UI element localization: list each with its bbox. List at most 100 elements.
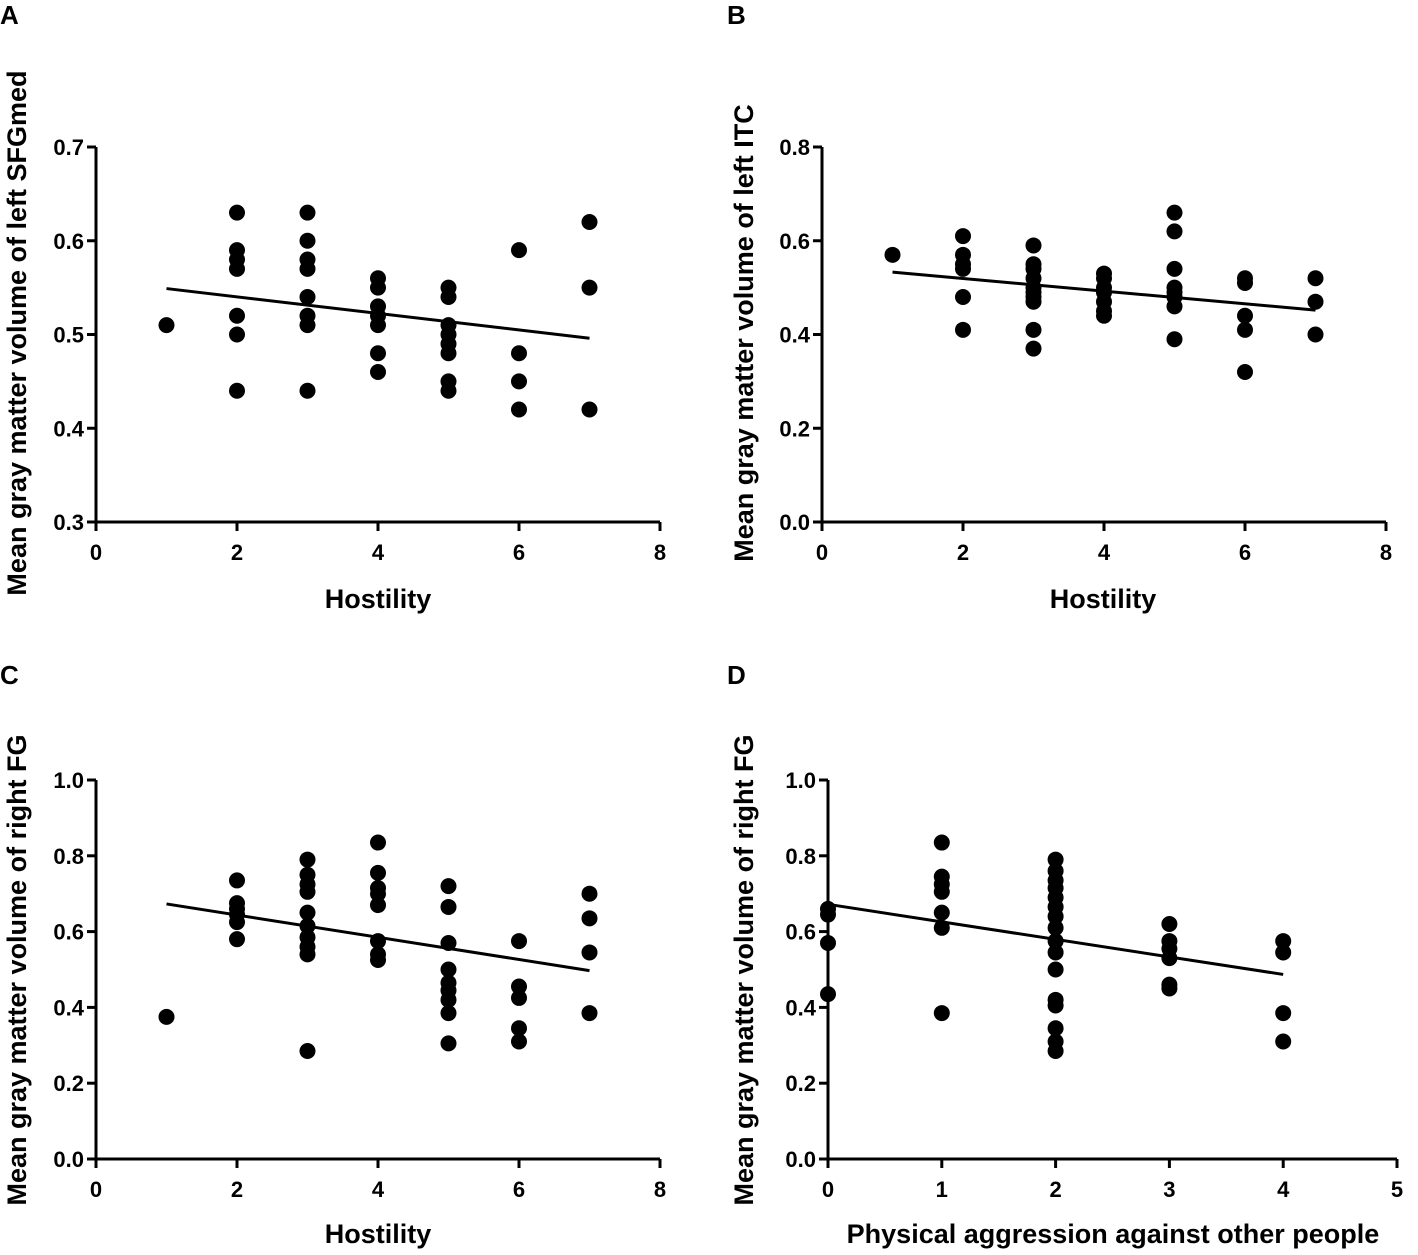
panel-a-data-point	[440, 345, 457, 362]
panel-c-data-point	[299, 883, 316, 900]
panel-d: D Mean gray matter volume of right FG Ph…	[727, 660, 1403, 1249]
panel-a-data-point	[511, 242, 527, 259]
panel-a-data-point	[440, 289, 457, 305]
panel-c-y-tick-label: 1.0	[53, 768, 84, 793]
panel-b-x-tick-label: 0	[816, 540, 828, 565]
panel-d-y-tick-label: 0.4	[785, 995, 816, 1020]
panel-d-data-point	[1047, 961, 1064, 978]
panel-d-data-point	[933, 919, 950, 936]
panel-b-y-axis-title: Mean gray matter volume of left ITC	[729, 104, 759, 562]
panel-d-y-tick-label: 0.6	[785, 920, 816, 945]
panel-a-data-point	[370, 317, 386, 334]
panel-letter-c: C	[0, 660, 19, 690]
panel-d-data-point	[820, 986, 836, 1003]
panel-a-x-tick-label: 0	[90, 540, 102, 565]
panel-b-data-point	[1166, 331, 1183, 348]
panel-a-data-point	[229, 307, 245, 324]
panel-a-data-point	[581, 214, 598, 230]
panel-d-data-point	[1161, 950, 1178, 967]
panel-b-y-tick-label: 0.0	[779, 510, 810, 535]
panel-c-x-tick-label: 2	[231, 1177, 243, 1202]
panel-a-data-point	[299, 260, 316, 277]
panel-a-data-point	[158, 317, 175, 334]
panel-b-data-point	[955, 321, 971, 338]
panel-c-x-axis-title: Hostility	[325, 1219, 432, 1249]
panel-d-data-point	[933, 834, 950, 851]
panel-c: C Mean gray matter volume of right FG Ho…	[0, 660, 666, 1249]
panel-b-data-point	[1166, 260, 1183, 277]
panel-b-data-point	[884, 246, 901, 263]
panel-a-data-point	[299, 289, 316, 305]
panel-a-x-axis-title: Hostility	[325, 584, 432, 614]
panel-d-data-point	[1275, 944, 1292, 961]
panel-a-data-point	[229, 382, 245, 399]
panel-a-data-point	[299, 204, 316, 221]
panel-letter-b: B	[727, 0, 746, 30]
panel-a: A Mean gray matter volume of left SFGmed…	[0, 0, 666, 614]
panel-b-data-point	[1025, 340, 1042, 357]
panel-c-data-point	[370, 864, 386, 881]
panel-b-x-axis-title: Hostility	[1050, 584, 1157, 614]
panel-d-data-point	[1047, 908, 1064, 925]
panel-a-x-tick-label: 8	[654, 540, 666, 565]
panel-a-y-tick-label: 0.6	[53, 229, 84, 254]
panel-c-data-point	[299, 904, 316, 921]
panel-c-data-point	[370, 952, 386, 969]
panel-c-data-point	[299, 851, 316, 868]
panel-b-data-point	[1025, 321, 1042, 338]
panel-c-y-tick-label: 0.2	[53, 1071, 84, 1096]
panel-b-data-point	[1096, 307, 1112, 324]
panel-d-data-point	[1275, 933, 1292, 950]
panel-c-y-tick-label: 0.6	[53, 920, 84, 945]
panel-c-x-tick-label: 4	[372, 1177, 385, 1202]
panel-b-x-tick-label: 2	[957, 540, 969, 565]
panel-d-data-point	[933, 883, 950, 900]
panel-a-y-axis-title: Mean gray matter volume of left SFGmed	[2, 70, 32, 595]
panel-c-data-point	[511, 933, 527, 950]
panel-c-data-point	[370, 834, 386, 851]
panel-c-y-axis-title: Mean gray matter volume of right FG	[2, 734, 32, 1205]
panel-b-data-point	[1307, 293, 1324, 310]
panel-d-data-point	[1047, 933, 1064, 950]
panel-d-data-point	[1047, 851, 1064, 868]
panel-letter-d: D	[727, 660, 746, 690]
panel-c-data-point	[511, 1020, 527, 1037]
panel-b-x-tick-label: 4	[1098, 540, 1111, 565]
panel-b-y-tick-label: 0.6	[779, 229, 810, 254]
panel-c-data-point	[511, 1033, 527, 1050]
panel-a-data-point	[440, 382, 457, 399]
panel-a-y-tick-label: 0.5	[53, 323, 84, 348]
panel-a-data-point	[299, 382, 316, 399]
panel-a-y-tick-label: 0.4	[53, 416, 84, 441]
panel-a-data-point	[511, 345, 527, 362]
panel-b-data-point	[1025, 293, 1042, 310]
panel-d-x-tick-label: 1	[936, 1177, 948, 1202]
panel-d-data-point	[933, 904, 950, 921]
panel-c-data-point	[440, 1005, 457, 1022]
panel-b-data-point	[955, 260, 971, 277]
panel-a-plot-area: 0.3 0.4 0.5 0.6 0.7 0 2 4 6 8	[53, 135, 666, 565]
panel-b-data-point	[1166, 223, 1183, 240]
panel-d-data-point	[1161, 916, 1178, 933]
panel-d-data-point	[1047, 997, 1064, 1014]
panel-b-data-point	[1307, 326, 1324, 343]
panel-c-data-point	[299, 917, 316, 934]
panel-b: B Mean gray matter volume of left ITC Ho…	[727, 0, 1392, 614]
panel-c-data-point	[440, 898, 457, 915]
panel-c-data-point	[158, 1008, 175, 1025]
panel-c-data-point	[440, 961, 457, 978]
panel-c-data-point	[229, 931, 245, 948]
panel-d-x-tick-label: 5	[1391, 1177, 1403, 1202]
panel-b-data-point	[1166, 204, 1183, 221]
panel-d-data-point	[1275, 1033, 1292, 1050]
panel-b-x-tick-label: 8	[1380, 540, 1392, 565]
panel-a-data-point	[229, 260, 245, 277]
panel-a-x-tick-label: 2	[231, 540, 243, 565]
panel-a-x-tick-label: 6	[513, 540, 525, 565]
panel-a-data-point	[229, 204, 245, 221]
panel-c-data-point	[440, 878, 457, 895]
panel-d-x-tick-label: 2	[1049, 1177, 1061, 1202]
panel-d-data-point	[1047, 1020, 1064, 1037]
panel-b-data-point	[1237, 307, 1253, 324]
